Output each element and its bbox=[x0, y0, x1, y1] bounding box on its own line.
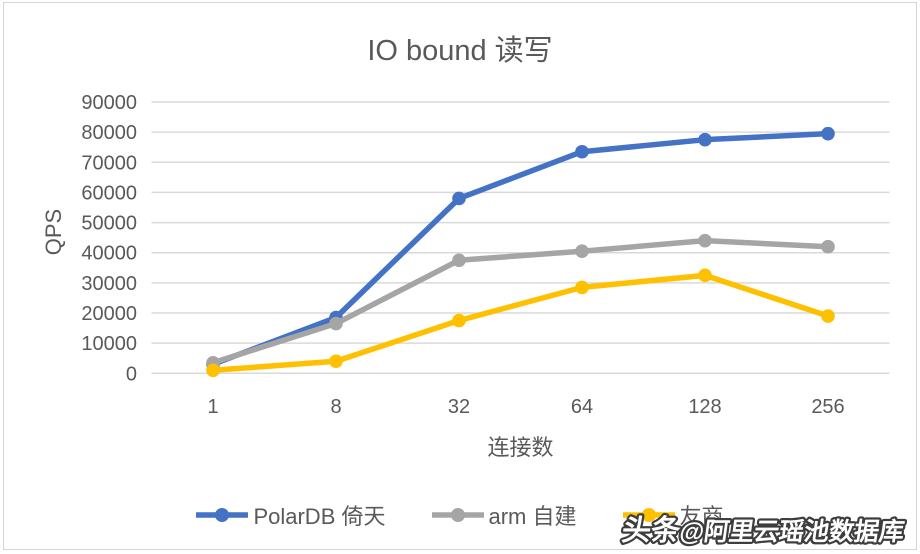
data-point-marker bbox=[575, 244, 589, 259]
y-axis-title: QPS bbox=[41, 208, 66, 256]
series-line bbox=[210, 237, 831, 366]
x-tick-label: 8 bbox=[330, 396, 341, 418]
x-tick-labels: 1 8 32 64 128 256 bbox=[207, 396, 844, 418]
chart-legend: PolarDB 倚天 arm 自建 友商 bbox=[0, 499, 920, 531]
y-tick-label: 50000 bbox=[81, 213, 137, 235]
x-tick-label: 1 bbox=[207, 396, 218, 418]
x-axis-title: 连接数 bbox=[487, 435, 554, 460]
legend-item-1: arm 自建 bbox=[431, 499, 577, 531]
series-2 bbox=[206, 268, 835, 378]
data-point-marker bbox=[329, 316, 343, 331]
data-point-marker bbox=[575, 280, 589, 295]
watermark-text: 头条@阿里云瑶池数据库 bbox=[620, 513, 907, 547]
legend-marker-icon bbox=[431, 508, 484, 522]
watermark: 头条@阿里云瑶池数据库 bbox=[617, 511, 908, 549]
y-tick-label: 80000 bbox=[81, 122, 137, 144]
data-point-marker bbox=[206, 363, 220, 378]
y-tick-label: 0 bbox=[126, 363, 137, 385]
data-point-marker bbox=[698, 233, 712, 248]
legend-label: PolarDB 倚天 bbox=[253, 504, 386, 529]
legend-marker-icon bbox=[622, 508, 675, 522]
y-tick-label: 60000 bbox=[81, 182, 137, 204]
data-point-marker bbox=[575, 144, 589, 159]
y-tick-label: 30000 bbox=[81, 273, 137, 295]
gridlines bbox=[151, 101, 890, 375]
data-point-marker bbox=[452, 313, 466, 328]
data-point-marker bbox=[329, 354, 343, 369]
data-point-marker bbox=[821, 239, 835, 254]
x-tick-label: 32 bbox=[448, 396, 470, 418]
series-line bbox=[210, 130, 831, 368]
legend-marker-icon bbox=[196, 508, 249, 522]
legend-item-0: PolarDB 倚天 bbox=[196, 499, 386, 531]
y-tick-label: 20000 bbox=[81, 303, 137, 325]
data-point-marker bbox=[821, 309, 835, 323]
y-tick-labels: 0 10000 20000 30000 40000 50000 60000 70000 8000… bbox=[81, 92, 137, 385]
x-tick-label: 256 bbox=[811, 396, 844, 418]
series-0 bbox=[206, 126, 835, 372]
data-point-marker bbox=[698, 132, 712, 147]
y-tick-label: 10000 bbox=[81, 333, 137, 355]
legend-label: 友商 bbox=[679, 504, 724, 529]
data-point-marker bbox=[452, 253, 466, 268]
data-point-marker bbox=[821, 126, 835, 141]
series-line bbox=[210, 272, 831, 374]
data-point-marker bbox=[698, 268, 712, 283]
y-tick-label: 70000 bbox=[81, 152, 137, 174]
y-tick-label: 40000 bbox=[81, 243, 137, 265]
legend-label: arm 自建 bbox=[488, 504, 577, 529]
data-point-marker bbox=[452, 191, 466, 206]
x-tick-label: 128 bbox=[688, 396, 721, 418]
chart-title: IO bound 读写 bbox=[367, 35, 553, 67]
y-tick-label: 90000 bbox=[81, 92, 137, 114]
legend-item-2: 友商 bbox=[622, 499, 724, 531]
x-tick-label: 64 bbox=[571, 396, 593, 418]
